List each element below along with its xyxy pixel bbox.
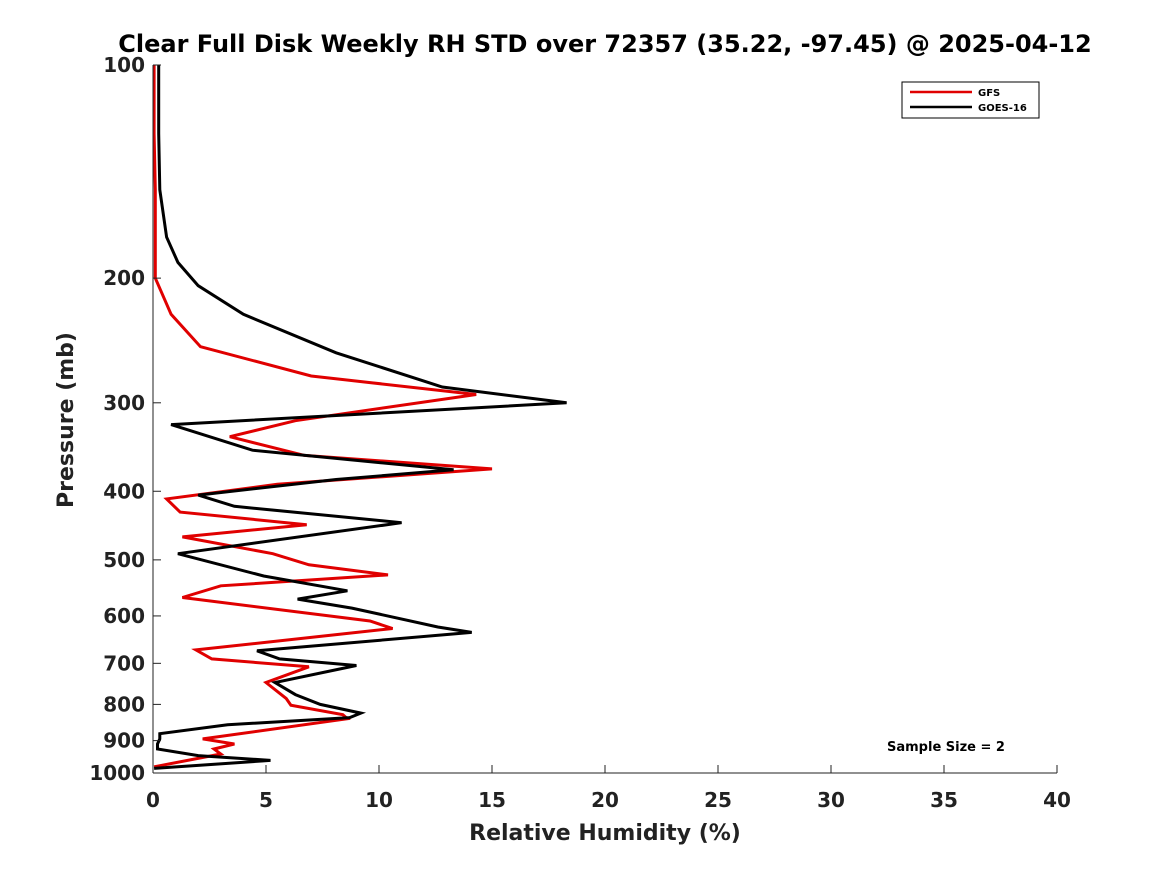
x-tick-label: 35	[930, 788, 958, 812]
x-axis-label: Relative Humidity (%)	[469, 821, 741, 846]
series-line-goes16	[153, 65, 567, 770]
x-tick-label: 0	[146, 788, 160, 812]
x-axis-ticks: 0 5 10 15 20 25 30 35 40	[146, 765, 1071, 812]
sample-size-annotation: Sample Size = 2	[887, 740, 1005, 755]
y-tick-label: 1000	[89, 761, 145, 785]
y-tick-label: 300	[103, 391, 145, 415]
y-tick-label: 600	[103, 604, 145, 628]
y-tick-label: 700	[103, 651, 145, 675]
x-tick-label: 5	[259, 788, 273, 812]
y-tick-label: 100	[103, 53, 145, 77]
y-tick-label: 900	[103, 729, 145, 753]
y-tick-label: 500	[103, 548, 145, 572]
y-tick-label: 200	[103, 266, 145, 290]
y-axis-label: Pressure (mb)	[54, 332, 79, 508]
legend-label-gfs: GFS	[978, 88, 1000, 99]
x-tick-label: 10	[365, 788, 393, 812]
x-tick-label: 15	[478, 788, 506, 812]
x-tick-label: 30	[817, 788, 845, 812]
y-tick-label: 800	[103, 692, 145, 716]
series-line-gfs	[152, 65, 493, 769]
x-tick-label: 25	[704, 788, 732, 812]
chart-title: Clear Full Disk Weekly RH STD over 72357…	[118, 30, 1091, 58]
legend-label-goes16: GOES-16	[978, 103, 1027, 114]
legend: GFS GOES-16	[901, 81, 1040, 119]
y-tick-label: 400	[103, 479, 145, 503]
y-axis-ticks: 100 200 300 400 500 600 700 800 900 1000	[89, 53, 161, 785]
series-layer	[152, 65, 567, 770]
legend-box	[901, 81, 1040, 119]
x-tick-label: 40	[1043, 788, 1071, 812]
x-tick-label: 20	[591, 788, 619, 812]
